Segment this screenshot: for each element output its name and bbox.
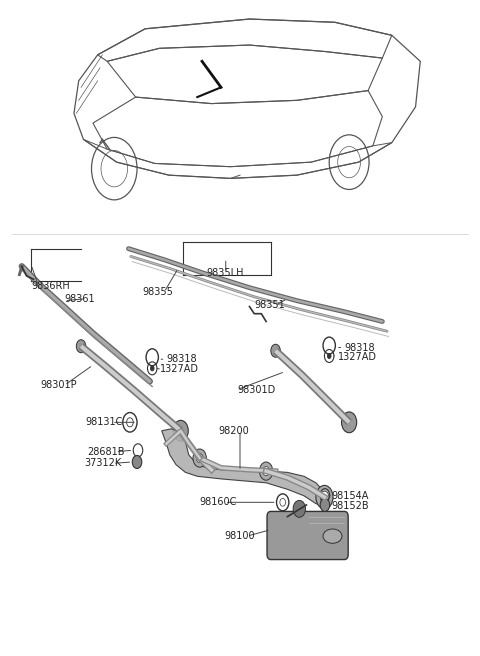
Circle shape — [173, 420, 188, 441]
Text: 98131C: 98131C — [86, 417, 123, 427]
Circle shape — [293, 501, 305, 518]
Text: 98351: 98351 — [254, 300, 285, 310]
Text: 98318: 98318 — [344, 342, 375, 352]
Polygon shape — [162, 429, 329, 507]
Text: 37312K: 37312K — [84, 459, 121, 468]
Text: 9835LH: 9835LH — [207, 268, 244, 277]
Text: 98100: 98100 — [225, 531, 255, 541]
Circle shape — [316, 485, 333, 509]
Text: 98355: 98355 — [143, 287, 174, 297]
Circle shape — [132, 455, 142, 468]
Text: 1327AD: 1327AD — [160, 364, 199, 374]
FancyBboxPatch shape — [267, 512, 348, 560]
Circle shape — [150, 366, 154, 371]
Text: 98154A: 98154A — [331, 491, 369, 501]
Text: 9836RH: 9836RH — [31, 281, 70, 291]
Text: 98200: 98200 — [219, 426, 250, 436]
Circle shape — [263, 466, 269, 476]
Circle shape — [271, 344, 280, 358]
Circle shape — [320, 499, 330, 512]
Text: 98361: 98361 — [64, 294, 95, 304]
Circle shape — [320, 491, 329, 503]
Text: 98301D: 98301D — [238, 385, 276, 395]
Text: 1327AD: 1327AD — [338, 352, 377, 362]
Text: 28681B: 28681B — [87, 447, 125, 457]
Circle shape — [196, 453, 203, 462]
Circle shape — [193, 449, 206, 467]
Text: 98160C: 98160C — [200, 497, 237, 507]
Circle shape — [327, 354, 331, 359]
Ellipse shape — [323, 529, 342, 543]
Circle shape — [260, 462, 273, 480]
Text: 98318: 98318 — [167, 354, 197, 364]
Circle shape — [76, 340, 86, 353]
Circle shape — [342, 412, 357, 433]
Text: 98152B: 98152B — [331, 501, 369, 511]
Text: 98301P: 98301P — [41, 380, 77, 390]
